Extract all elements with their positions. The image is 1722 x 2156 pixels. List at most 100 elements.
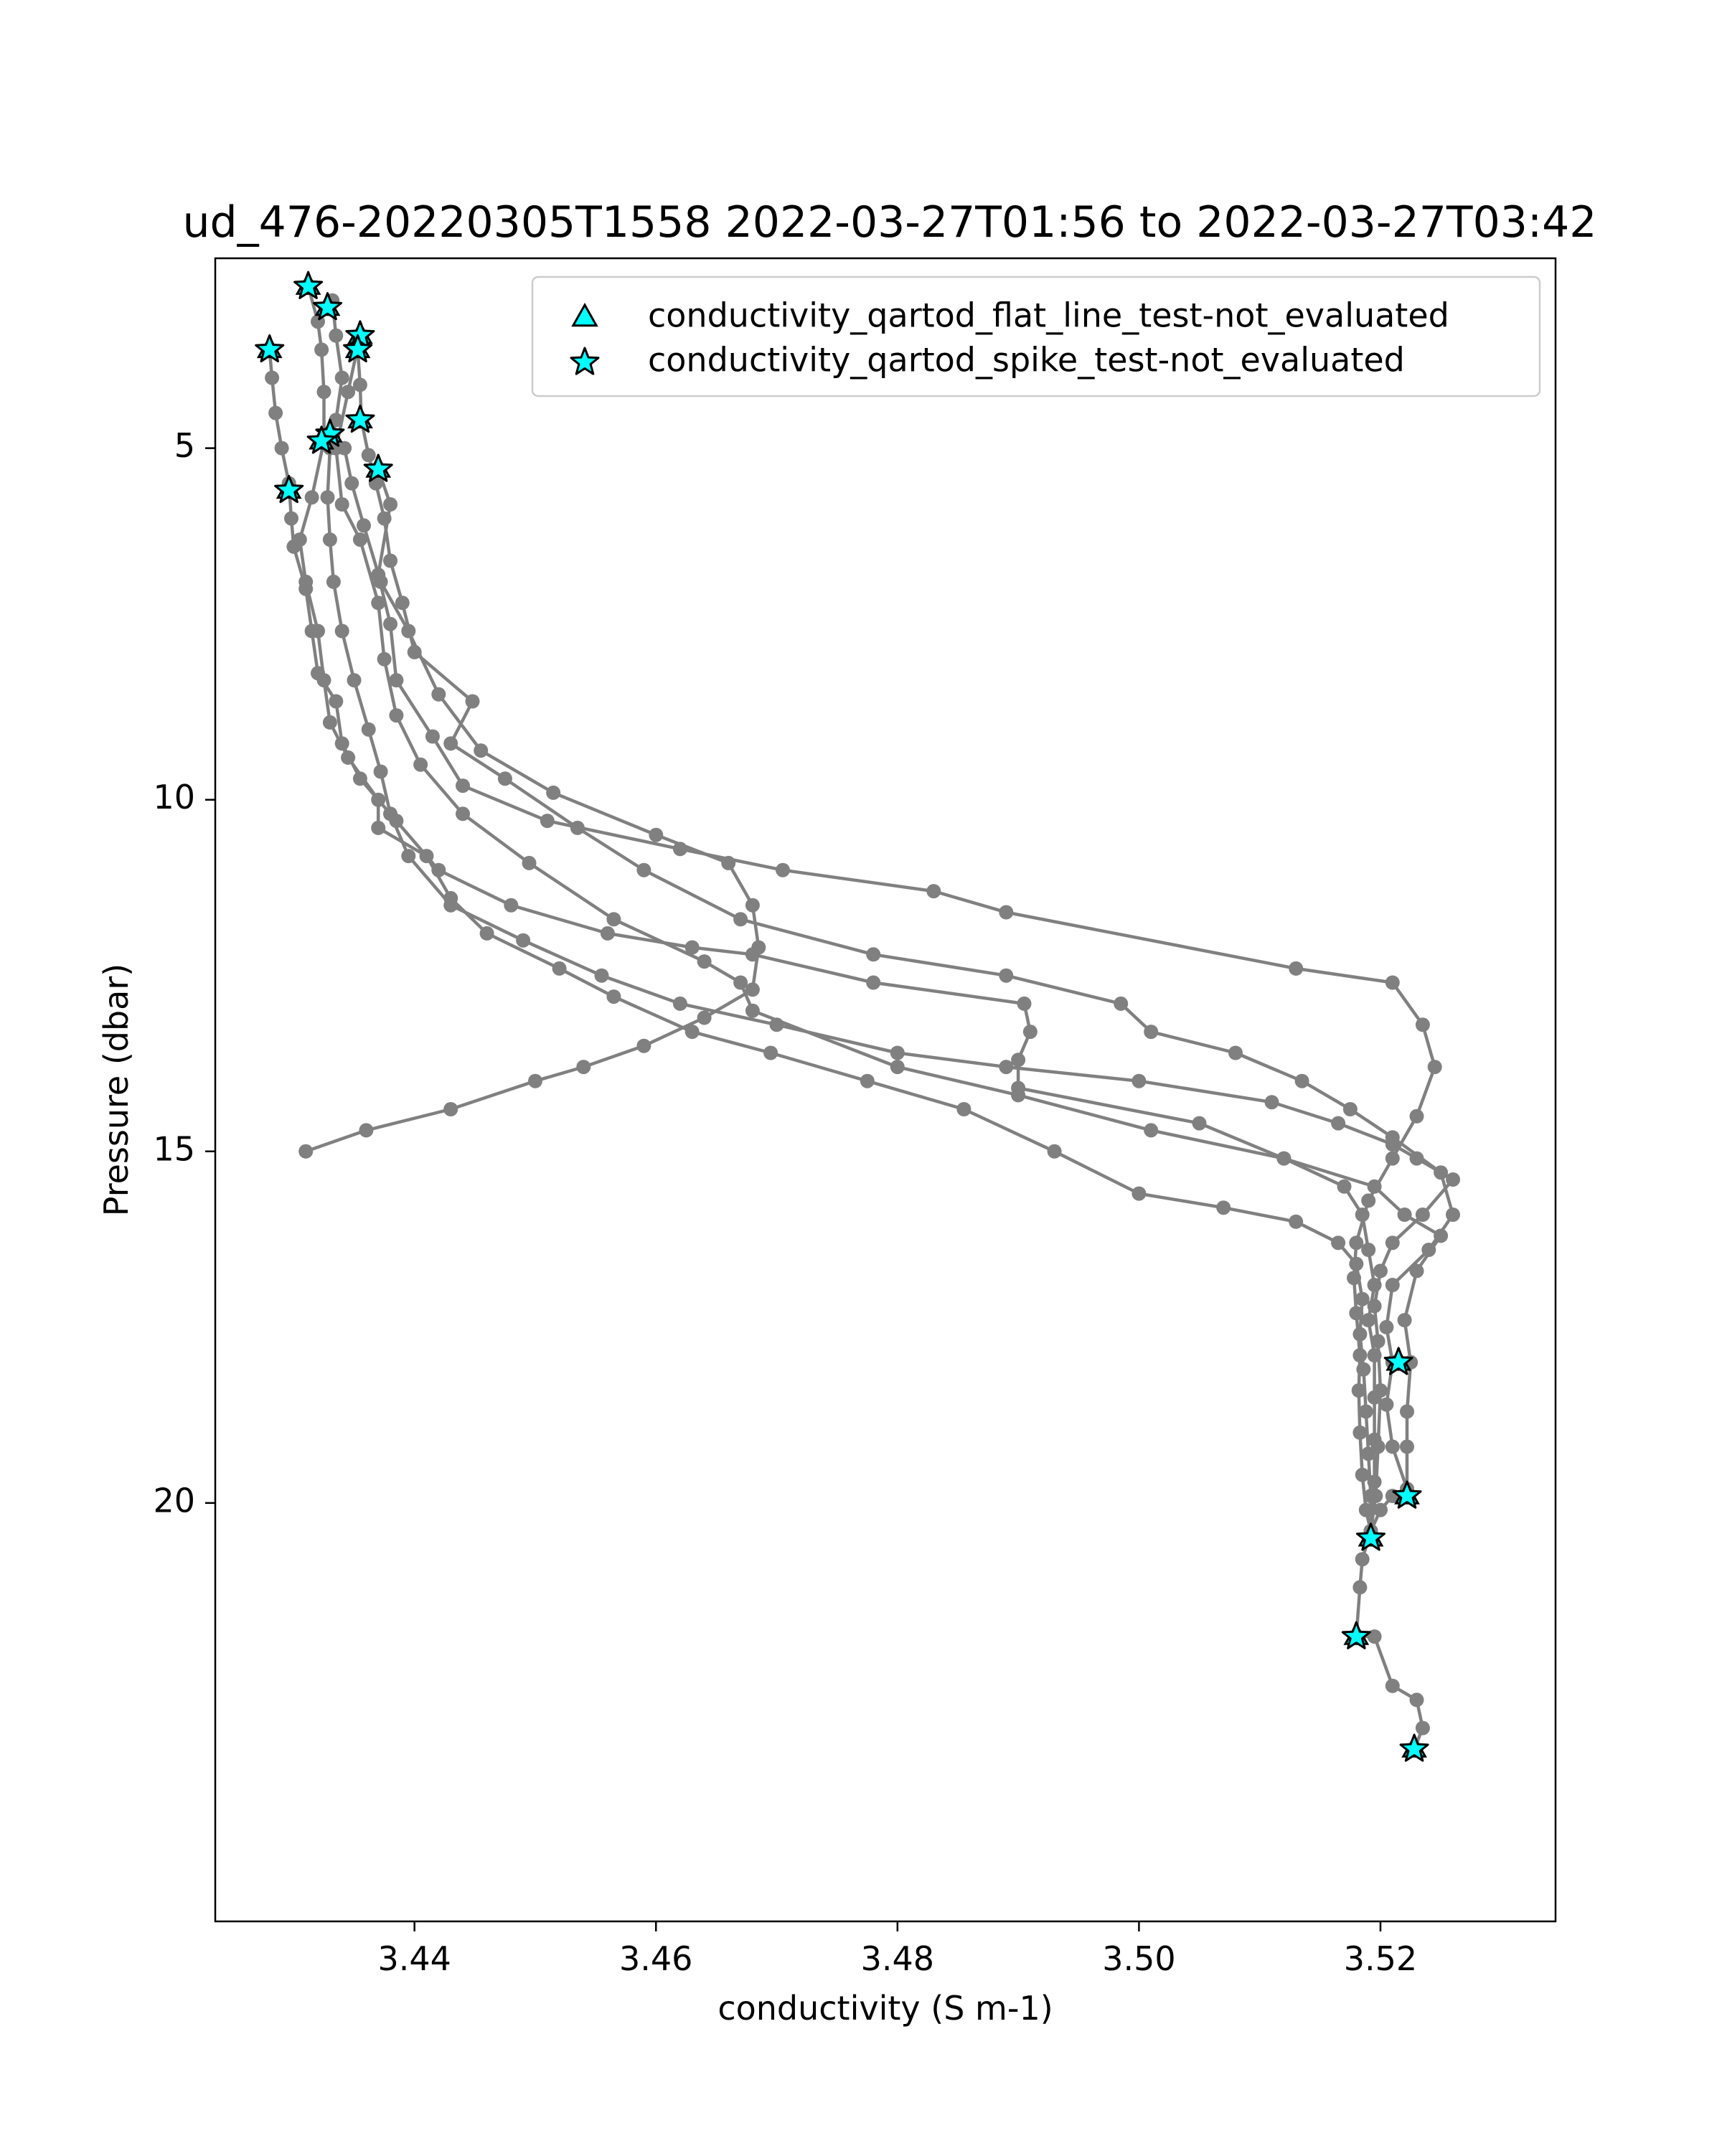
data-point [1385,1130,1400,1145]
data-point [570,820,585,835]
data-point [413,757,428,772]
data-point [357,518,371,533]
data-point [383,553,397,568]
data-point [1356,1362,1371,1377]
data-point [334,370,349,385]
data-point [1131,1186,1147,1201]
data-point [352,377,367,392]
data-point [999,1060,1014,1075]
data-point [606,912,621,927]
data-point [383,806,397,822]
data-point [479,926,494,941]
data-point [352,771,367,786]
data-point [1373,1502,1388,1517]
data-point [866,947,881,962]
data-point [298,581,314,596]
data-point [1289,1214,1304,1229]
data-point [465,694,480,709]
data-point [1367,1474,1382,1489]
data-point [474,743,489,758]
data-point [1011,1081,1026,1096]
data-point [1400,1439,1414,1454]
data-point [359,1123,374,1138]
data-point [284,511,298,526]
data-point [1355,1208,1370,1222]
x-tick-label: 3.50 [1102,1939,1175,1978]
data-point [999,968,1014,983]
data-point [1415,1208,1430,1222]
plot-frame [214,257,1557,1923]
y-tick-label: 15 [153,1129,195,1168]
data-point [401,623,416,639]
data-point [606,989,621,1004]
data-point [1409,1693,1424,1708]
data-point [860,1073,875,1088]
data-point [733,975,748,990]
data-point [649,827,664,842]
data-point [361,722,376,737]
data-point [265,370,280,385]
data-point [1385,1439,1400,1454]
data-point [383,497,397,512]
data-point [1361,1243,1376,1257]
data-point [322,715,337,730]
data-point [745,982,760,997]
data-point [329,328,344,343]
data-point [1352,1327,1368,1342]
spike-flag-marker [1341,1621,1371,1649]
x-tick-label: 3.48 [861,1939,934,1978]
data-point [636,1038,651,1053]
data-point [344,476,359,491]
data-point [1355,1552,1370,1567]
data-point [540,814,555,829]
data-point [594,968,609,983]
legend-star-marker [570,347,600,375]
y-tick-label: 10 [153,778,195,816]
data-point [1228,1045,1243,1060]
data-point [337,441,352,456]
data-point [443,736,458,751]
spike-flag-marker [1399,1733,1429,1762]
data-point [1409,1151,1424,1166]
y-axis-label: Pressure (dbar) [97,964,136,1216]
data-point [1361,1193,1376,1208]
data-point [1337,1179,1352,1194]
data-point [1216,1200,1231,1215]
data-point [1355,1467,1370,1482]
data-point [361,448,376,463]
data-point [268,405,283,420]
data-point [377,651,392,667]
data-point [1264,1095,1279,1110]
data-point [745,1003,760,1018]
data-point [1379,1397,1394,1412]
data-point [1367,1299,1382,1314]
spike-flag-marker [345,404,375,433]
data-point [552,961,567,976]
data-point [600,926,615,941]
data-point [1379,1319,1394,1334]
data-point [1373,1263,1388,1279]
data-point [769,1017,784,1032]
data-point [956,1102,971,1116]
data-point [1331,1116,1346,1131]
spike-flag-marker [306,425,337,454]
data-point [1385,1678,1400,1693]
spike-flag-marker [343,334,373,363]
data-point [1349,1256,1364,1271]
spike-flag-marker [363,453,393,482]
data-point [334,497,349,512]
data-point [1446,1172,1460,1187]
legend-label-spike: conductivity_qartod_spike_test-not_evalu… [648,341,1405,380]
data-point [751,940,766,955]
data-point [504,898,519,913]
data-point [274,441,289,456]
legend-label-flat-line: conductivity_qartod_flat_line_test-not_e… [648,296,1449,335]
flag-layer [255,270,1429,1762]
data-point [1370,1439,1385,1454]
y-tick-label: 5 [174,426,195,465]
data-point [371,820,386,835]
data-point [371,596,386,611]
data-point [1131,1073,1147,1088]
x-tick-label: 3.46 [619,1939,692,1978]
spike-flag-marker [313,292,342,321]
